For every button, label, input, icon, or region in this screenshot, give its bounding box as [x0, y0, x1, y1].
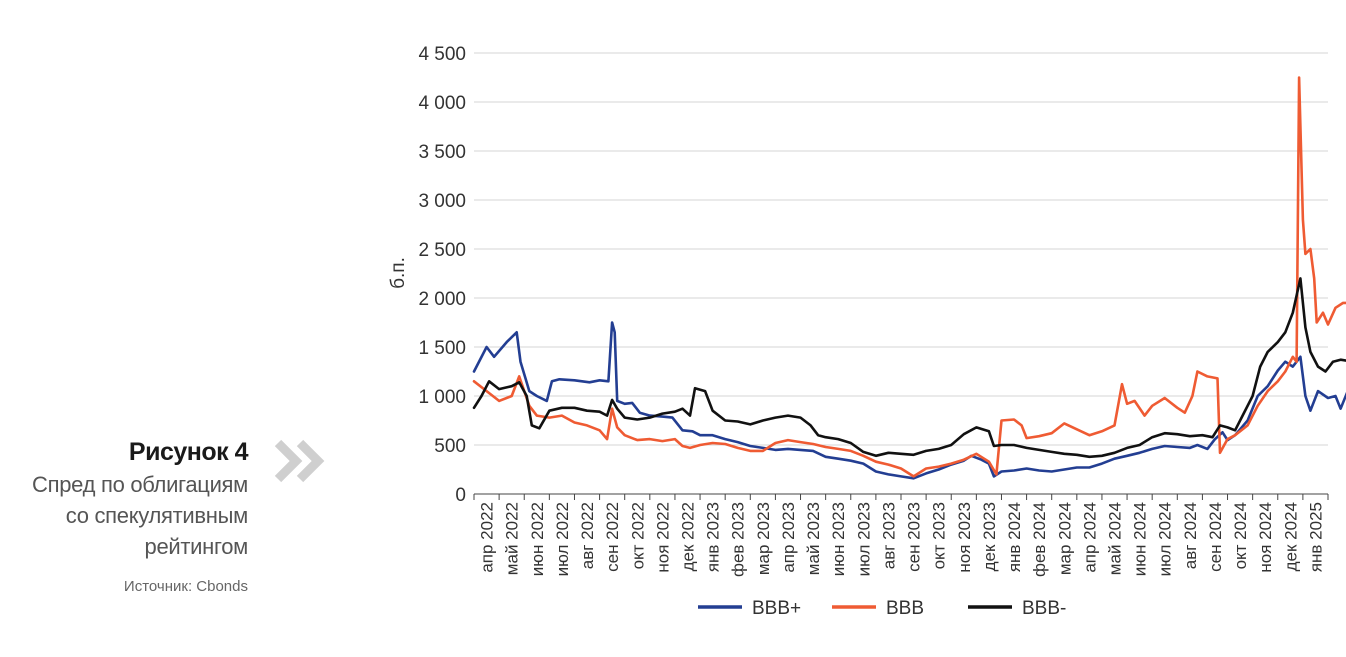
- series-line-bbb: [472, 76, 1346, 478]
- x-tick-label: ноя 2023: [955, 502, 974, 573]
- y-tick-label: 4 000: [418, 93, 466, 114]
- x-tick-label: апр 2024: [1080, 502, 1099, 573]
- legend-label: BBB-: [1022, 598, 1066, 619]
- x-tick-label: июн 2022: [528, 502, 547, 576]
- x-tick-label: июл 2023: [854, 502, 873, 576]
- legend-label: BBB: [886, 598, 924, 619]
- x-tick-label: мар 2024: [1055, 502, 1074, 575]
- x-tick-label: окт 2023: [930, 502, 949, 569]
- y-tick-label: 3 500: [418, 142, 466, 163]
- x-tick-label: ноя 2024: [1256, 502, 1275, 573]
- x-tick-label: апр 2023: [779, 502, 798, 573]
- y-tick-label: 2 500: [418, 240, 466, 261]
- double-chevron-icon: [274, 439, 325, 483]
- x-tick-label: фев 2024: [1030, 502, 1049, 577]
- y-axis-label: б.п.: [388, 257, 409, 289]
- x-tick-label: авг 2022: [578, 502, 597, 569]
- x-tick-label: апр 2022: [478, 502, 497, 573]
- x-tick-label: янв 2024: [1005, 502, 1024, 572]
- x-tick-label: авг 2024: [1181, 502, 1200, 569]
- y-tick-label: 1 000: [418, 387, 466, 408]
- x-tick-label: окт 2024: [1231, 502, 1250, 569]
- figure-title: Спред по облигациям со спекулятивным рей…: [0, 469, 248, 562]
- figure-caption: Рисунок 4 Спред по облигациям со спекуля…: [0, 438, 248, 595]
- x-tick-label: дек 2023: [980, 502, 999, 571]
- x-tick-label: авг 2023: [879, 502, 898, 569]
- x-tick-label: май 2022: [503, 502, 522, 575]
- y-tick-label: 500: [434, 436, 466, 457]
- y-tick-label: 1 500: [418, 338, 466, 359]
- figure-source: Источник: Cbonds: [123, 578, 248, 595]
- y-tick-label: 3 000: [418, 191, 466, 212]
- x-tick-label: сен 2024: [1206, 502, 1225, 572]
- series-line-bbb-minus: [472, 277, 1346, 459]
- figure-title-line: со спекулятивным: [65, 503, 249, 528]
- x-tick-label: ноя 2022: [653, 502, 672, 573]
- x-tick-label: дек 2022: [679, 502, 698, 571]
- x-tick-label: июл 2022: [553, 502, 572, 576]
- x-tick-label: мар 2023: [754, 502, 773, 575]
- y-tick-label: 0: [455, 485, 466, 506]
- x-tick-label: янв 2023: [704, 502, 723, 572]
- y-tick-label: 2 000: [418, 289, 466, 310]
- x-tick-label: дек 2024: [1281, 502, 1300, 571]
- figure-title-line: Спред по облигациям: [32, 472, 248, 497]
- x-tick-label: фев 2023: [729, 502, 748, 577]
- x-tick-label: май 2024: [1106, 502, 1125, 575]
- x-tick-label: сен 2023: [905, 502, 924, 572]
- figure-number: Рисунок 4: [128, 438, 249, 466]
- x-tick-label: июн 2023: [829, 502, 848, 576]
- x-tick-label: окт 2022: [628, 502, 647, 569]
- x-tick-label: июл 2024: [1156, 502, 1175, 576]
- x-tick-label: июн 2024: [1131, 502, 1150, 576]
- x-tick-label: май 2023: [804, 502, 823, 575]
- y-tick-label: 4 500: [418, 44, 466, 65]
- x-tick-label: янв 2025: [1306, 502, 1325, 572]
- figure-title-line: рейтингом: [144, 534, 249, 559]
- legend-label: BBB+: [752, 598, 801, 619]
- x-tick-label: сен 2022: [603, 502, 622, 572]
